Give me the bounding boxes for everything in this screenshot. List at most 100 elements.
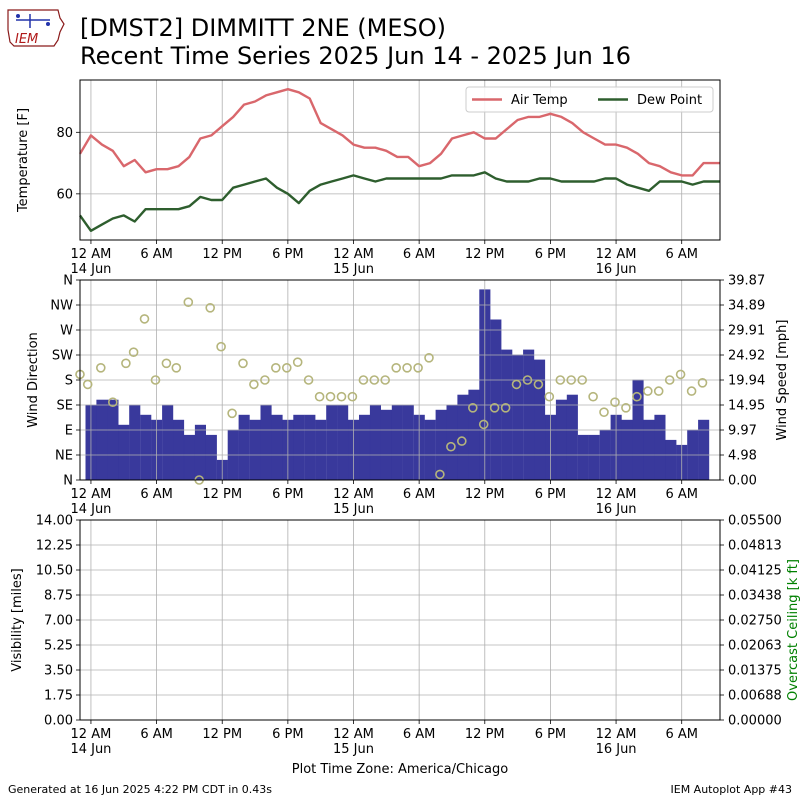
wind-direction-point — [599, 407, 609, 418]
x-tick-label: 12 AM — [71, 727, 112, 742]
wind-direction-point — [171, 362, 182, 373]
wind-direction-point — [281, 362, 292, 373]
wind-direction-point — [467, 402, 478, 413]
wind-direction-point — [82, 379, 93, 390]
plot-frame — [79, 519, 721, 721]
ceiling-tick-label: 0.02063 — [728, 639, 782, 654]
wind-speed-bar — [577, 434, 589, 480]
wind-direction-point — [664, 375, 675, 385]
wind-speed-bar — [162, 404, 174, 480]
speed-tick-label: 39.87 — [728, 274, 765, 289]
wind-speed-bar — [369, 404, 381, 480]
visibility-tick-label: 0.00 — [44, 714, 73, 729]
wind-speed-bar — [260, 404, 272, 480]
wind-direction-point — [522, 375, 533, 385]
wind-direction-point — [544, 391, 555, 402]
legend-label-air-temp: Air Temp — [511, 93, 568, 108]
speed-tick-label: 0.00 — [728, 474, 757, 489]
x-tick-date-label: 15 Jun — [333, 742, 374, 757]
wind-direction-point — [227, 408, 237, 419]
wind-direction-point — [697, 377, 708, 388]
direction-tick-label: N — [63, 274, 73, 289]
speed-tick-label: 9.97 — [728, 424, 757, 439]
visibility-tick-label: 14.00 — [36, 514, 73, 529]
wind-speed-bar — [304, 414, 316, 480]
x-tick-label: 6 AM — [665, 487, 698, 502]
ceiling-tick-label: 0.05500 — [728, 514, 782, 529]
wind-direction-point — [238, 358, 248, 369]
x-tick-label: 12 AM — [596, 487, 637, 502]
wind-speed-bar — [643, 419, 655, 480]
wind-speed-bar — [315, 419, 327, 480]
iowa-outline-shape — [7, 9, 65, 47]
wind-direction-point — [150, 375, 161, 385]
x-tick-label: 12 PM — [202, 727, 242, 742]
wind-direction-point — [588, 391, 598, 402]
wind-direction-point — [205, 302, 215, 313]
plot-frame — [79, 79, 721, 241]
x-tick-date-label: 14 Jun — [70, 502, 111, 517]
wind-direction-point — [566, 375, 577, 385]
visibility-tick-label: 8.75 — [44, 589, 73, 604]
x-tick-label: 6 AM — [140, 727, 173, 742]
wind-direction-point — [610, 397, 620, 408]
wind-speed-axis-label: Wind Speed [mph] — [775, 320, 790, 441]
wind-speed-bar — [359, 414, 371, 480]
direction-tick-label: N — [63, 474, 73, 489]
wind-speed-bar — [205, 434, 217, 480]
wind-speed-bar — [621, 419, 633, 480]
x-tick-date-label: 16 Jun — [596, 502, 637, 517]
x-tick-date-label: 14 Jun — [70, 262, 111, 277]
wind-direction-point — [325, 391, 336, 402]
plot-frame — [79, 279, 721, 481]
iem-logo: IEM — [7, 9, 65, 47]
logo-station-dot — [46, 22, 50, 26]
x-tick-label: 6 PM — [535, 727, 566, 742]
ceiling-tick-label: 0.00688 — [728, 689, 782, 704]
x-tick-label: 12 AM — [71, 247, 112, 262]
wind-speed-bar — [271, 414, 283, 480]
wind-speed-bar — [424, 419, 436, 480]
wind-speed-bar — [665, 439, 677, 480]
wind-speed-bar — [654, 414, 666, 480]
direction-tick-label: SW — [52, 349, 73, 364]
wind-speed-bar — [183, 434, 195, 480]
direction-tick-label: E — [65, 424, 73, 439]
x-tick-label: 6 PM — [535, 487, 566, 502]
ceiling-tick-label: 0.04813 — [728, 539, 782, 554]
wind-direction-point — [96, 362, 106, 373]
y-tick-label: 80 — [56, 126, 73, 141]
visibility-tick-label: 5.25 — [44, 639, 73, 654]
x-tick-date-label: 16 Jun — [596, 742, 637, 757]
visibility-tick-label: 3.50 — [44, 664, 73, 679]
wind-direction-point — [675, 369, 686, 380]
wind-direction-point — [413, 362, 423, 373]
wind-direction-point — [314, 391, 325, 402]
x-tick-label: 12 AM — [333, 247, 374, 262]
direction-tick-label: NE — [55, 449, 73, 464]
direction-tick-label: NW — [50, 299, 73, 314]
wind-speed-bar — [380, 409, 392, 480]
x-tick-label: 6 PM — [272, 727, 303, 742]
visibility-tick-label: 7.00 — [44, 614, 73, 629]
x-tick-label: 12 AM — [596, 247, 637, 262]
chart-title-line2: Recent Time Series 2025 Jun 14 - 2025 Ju… — [80, 42, 632, 70]
wind-speed-bar — [534, 359, 546, 480]
wind-direction-point — [435, 469, 445, 480]
speed-tick-label: 24.92 — [728, 349, 765, 364]
logo-station-dot — [16, 14, 20, 18]
x-tick-label: 6 AM — [403, 247, 436, 262]
wind-speed-bar — [249, 419, 261, 480]
x-tick-label: 6 PM — [535, 247, 566, 262]
dew-point-line — [79, 171, 720, 233]
legend-label-dew-point: Dew Point — [637, 93, 702, 108]
wind-speed-bar — [566, 394, 578, 480]
visibility-axis-label: Visibility [miles] — [10, 568, 25, 671]
x-tick-date-label: 14 Jun — [70, 742, 111, 757]
ceiling-tick-label: 0.03438 — [728, 589, 782, 604]
wind-direction-point — [347, 391, 358, 402]
wind-direction-point — [686, 386, 697, 396]
wind-direction-point — [621, 402, 631, 413]
app-label: IEM Autoplot App #43 — [670, 783, 793, 796]
